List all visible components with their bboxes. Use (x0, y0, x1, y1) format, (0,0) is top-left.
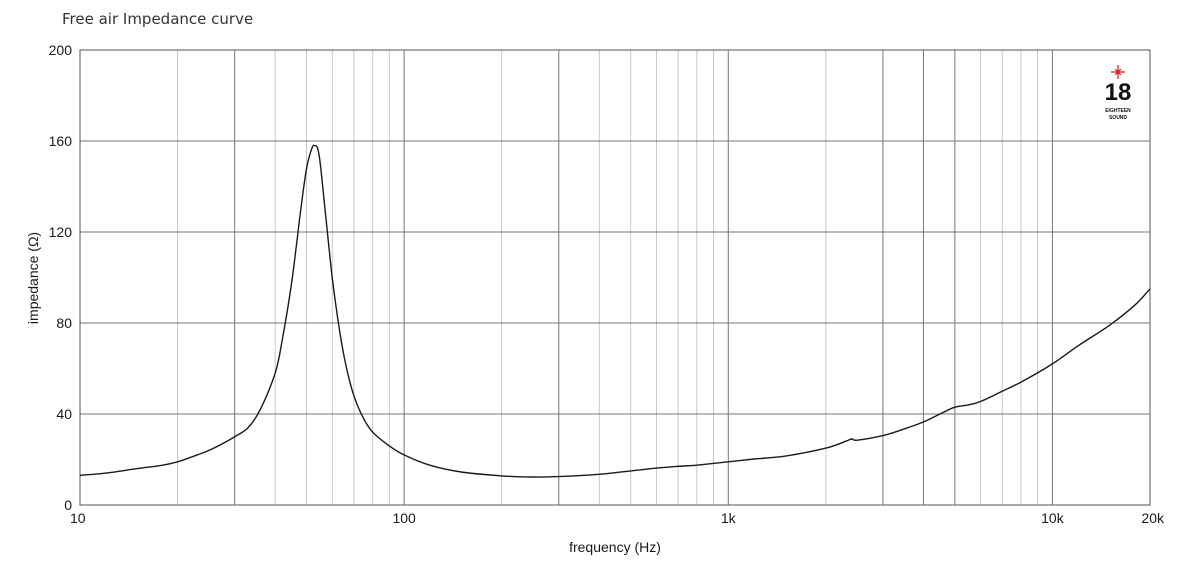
y-tick-label: 120 (49, 224, 73, 240)
x-tick-label: 1k (721, 510, 737, 526)
brand-logo: 18 EIGHTEEN SOUND (1105, 65, 1132, 121)
star-icon (1111, 65, 1125, 79)
star-core (1116, 70, 1120, 74)
plot-frame (79, 49, 1151, 506)
y-axis-label: impedance (Ω) (25, 232, 41, 324)
x-tick-label: 10 (70, 510, 86, 526)
y-tick-label: 200 (49, 42, 73, 58)
y-tick-label: 40 (56, 406, 72, 422)
y-tick-label: 160 (49, 133, 73, 149)
x-axis-label: frequency (Hz) (569, 539, 661, 555)
y-tick-label: 0 (64, 497, 72, 513)
x-tick-label: 20k (1141, 510, 1165, 526)
impedance-curve (79, 144, 1151, 478)
chart-title: Free air Impedance curve (62, 10, 254, 28)
x-tick-label: 10k (1041, 510, 1065, 526)
x-tick-label: 100 (392, 510, 416, 526)
y-tick-labels: 0 40 80 120 160 200 (49, 42, 73, 513)
logo-subtext-1: EIGHTEEN (1105, 108, 1131, 114)
logo-subtext-2: SOUND (1109, 115, 1127, 121)
major-gridlines (80, 50, 1150, 505)
minor-gridlines (177, 50, 1038, 505)
x-tick-labels: 10 100 1k 10k 20k (70, 510, 1165, 526)
logo-number: 18 (1105, 79, 1132, 106)
y-tick-label: 80 (56, 315, 72, 331)
